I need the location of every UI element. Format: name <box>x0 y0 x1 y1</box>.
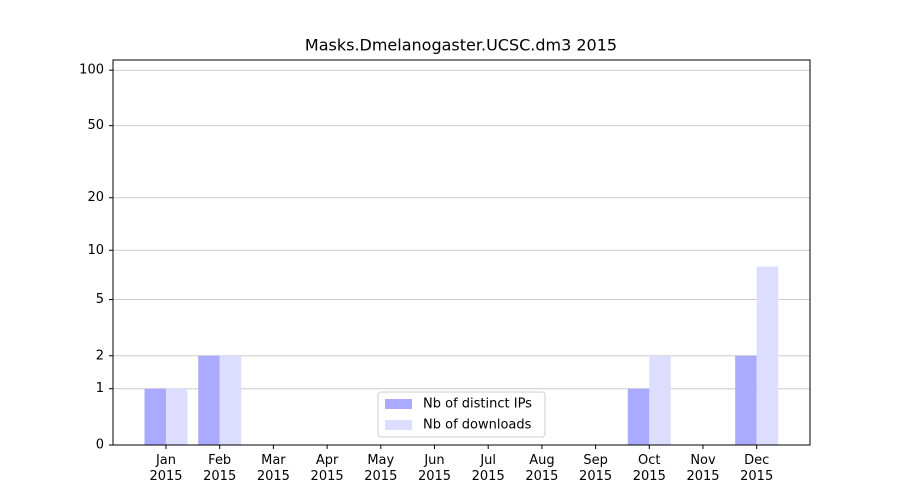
y-tick-label: 0 <box>96 438 104 453</box>
x-tick-label: Feb 2015 <box>203 453 237 484</box>
x-tick-label: Dec 2015 <box>740 453 774 484</box>
legend-label: Nb of downloads <box>423 418 532 433</box>
bar <box>198 355 220 445</box>
legend-swatch <box>385 420 412 430</box>
bar <box>627 388 650 445</box>
bar <box>756 266 779 445</box>
x-tick-label: Jul 2015 <box>471 453 505 484</box>
x-tick-label: Jan 2015 <box>149 453 183 484</box>
x-tick-label: May 2015 <box>364 453 398 484</box>
x-tick-label: Apr 2015 <box>310 453 344 484</box>
y-tick-label: 20 <box>87 190 104 205</box>
x-tick-label: Oct 2015 <box>632 453 666 484</box>
bar <box>166 388 188 445</box>
bar <box>649 355 671 445</box>
y-tick-label: 50 <box>87 118 104 133</box>
legend-box <box>377 391 546 438</box>
legend-label: Nb of distinct IPs <box>423 397 532 412</box>
y-tick-label: 10 <box>87 243 104 258</box>
bar <box>735 355 757 445</box>
x-tick-label: Nov 2015 <box>686 453 720 484</box>
chart-title: Masks.Dmelanogaster.UCSC.dm3 2015 <box>305 36 617 55</box>
legend-swatch <box>385 399 412 409</box>
x-tick-label: Jun 2015 <box>417 453 452 484</box>
y-tick-label: 100 <box>79 63 104 78</box>
y-tick-label: 5 <box>96 292 104 307</box>
plot-frame <box>112 59 811 446</box>
x-tick-label: Mar 2015 <box>256 453 290 484</box>
y-tick-label: 1 <box>96 381 104 396</box>
y-tick-label: 2 <box>96 348 104 363</box>
x-tick-label: Aug 2015 <box>525 453 559 484</box>
bar <box>144 388 166 445</box>
bar <box>219 355 242 445</box>
x-tick-label: Sep 2015 <box>579 453 613 484</box>
